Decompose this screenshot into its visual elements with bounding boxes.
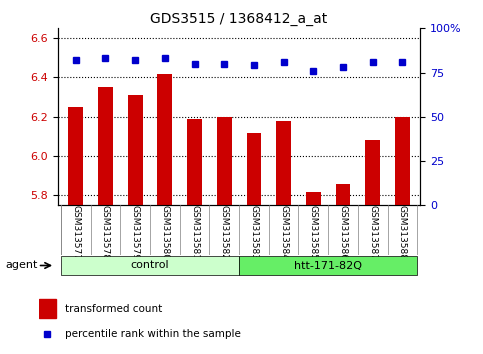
Text: GSM313579: GSM313579 (131, 205, 140, 260)
Bar (69, 107, 83, 205)
Bar (187, 119, 202, 205)
Bar (306, 192, 321, 205)
Text: htt-171-82Q: htt-171-82Q (294, 261, 362, 270)
Text: agent: agent (6, 261, 38, 270)
FancyBboxPatch shape (239, 256, 417, 275)
Text: control: control (131, 261, 170, 270)
Bar (276, 121, 291, 205)
Bar (157, 74, 172, 205)
Text: GSM313587: GSM313587 (368, 205, 377, 260)
Bar (395, 117, 410, 205)
Bar (98, 87, 113, 205)
Text: GSM313581: GSM313581 (190, 205, 199, 260)
Text: GSM313580: GSM313580 (160, 205, 170, 260)
FancyBboxPatch shape (61, 256, 239, 275)
Text: GSM313588: GSM313588 (398, 205, 407, 260)
Text: GSM313586: GSM313586 (339, 205, 347, 260)
Bar (365, 141, 380, 205)
Bar (128, 95, 142, 205)
Text: GSM313578: GSM313578 (101, 205, 110, 260)
Text: GSM313585: GSM313585 (309, 205, 318, 260)
Text: GSM313583: GSM313583 (249, 205, 258, 260)
Bar (246, 132, 261, 205)
Text: GSM313577: GSM313577 (71, 205, 80, 260)
Bar (336, 184, 351, 205)
Bar (217, 117, 232, 205)
Text: GSM313582: GSM313582 (220, 205, 229, 260)
Text: percentile rank within the sample: percentile rank within the sample (65, 329, 241, 339)
Text: transformed count: transformed count (65, 304, 162, 314)
Title: GDS3515 / 1368412_a_at: GDS3515 / 1368412_a_at (151, 12, 327, 26)
Bar (39, 299, 56, 318)
Text: GSM313584: GSM313584 (279, 205, 288, 260)
